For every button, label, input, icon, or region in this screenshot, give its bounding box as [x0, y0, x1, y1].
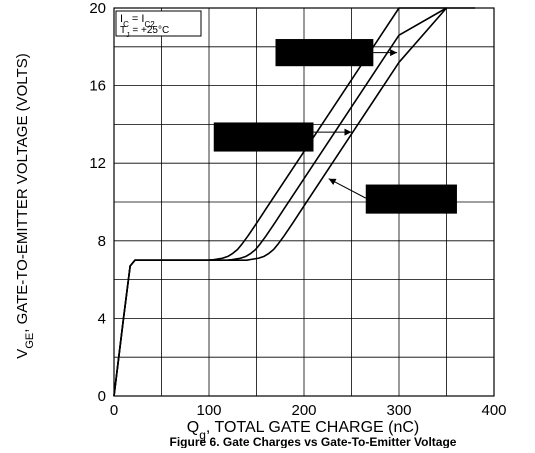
conditions-box-frame — [115, 10, 202, 37]
x-tick-label: 300 — [386, 402, 411, 419]
y-tick-label: 4 — [98, 310, 106, 327]
y-tick-label: 20 — [89, 0, 106, 17]
condition-current: IC = IC2 — [120, 13, 155, 29]
y-tick-label: 12 — [89, 155, 106, 172]
tick-labels: 0 100 200 300 400 0 4 8 12 16 20 — [89, 0, 506, 419]
x-tick-label: 400 — [481, 402, 506, 419]
x-tick-label: 100 — [196, 402, 221, 419]
x-tick-label: 0 — [110, 402, 118, 419]
conditions-box: IC = IC2 TJ = +25°C — [115, 10, 202, 39]
annotation-box-3 — [365, 184, 457, 214]
x-axis-label: Qg, TOTAL GATE CHARGE (nC) — [187, 419, 420, 442]
y-tick-label: 0 — [98, 388, 106, 405]
annotation-arrow-3 — [328, 178, 366, 199]
condition-temperature: TJ = +25°C — [120, 25, 169, 39]
plot-border — [113, 7, 495, 397]
y-tick-label: 8 — [98, 233, 106, 250]
series-line-3 — [113, 7, 475, 397]
y-axis-label: VGE, GATE-TO-EMITTER VOLTAGE (VOLTS) — [14, 53, 36, 358]
y-tick-label: 16 — [89, 78, 106, 95]
chart-title: Figure 6. Gate Charges vs Gate-To-Emitte… — [170, 435, 457, 448]
annotation-layer — [213, 39, 457, 214]
annotation-box-1 — [275, 39, 374, 67]
annotation-box-2 — [213, 122, 314, 152]
x-tick-label: 200 — [291, 402, 316, 419]
axes-frame — [113, 7, 495, 397]
